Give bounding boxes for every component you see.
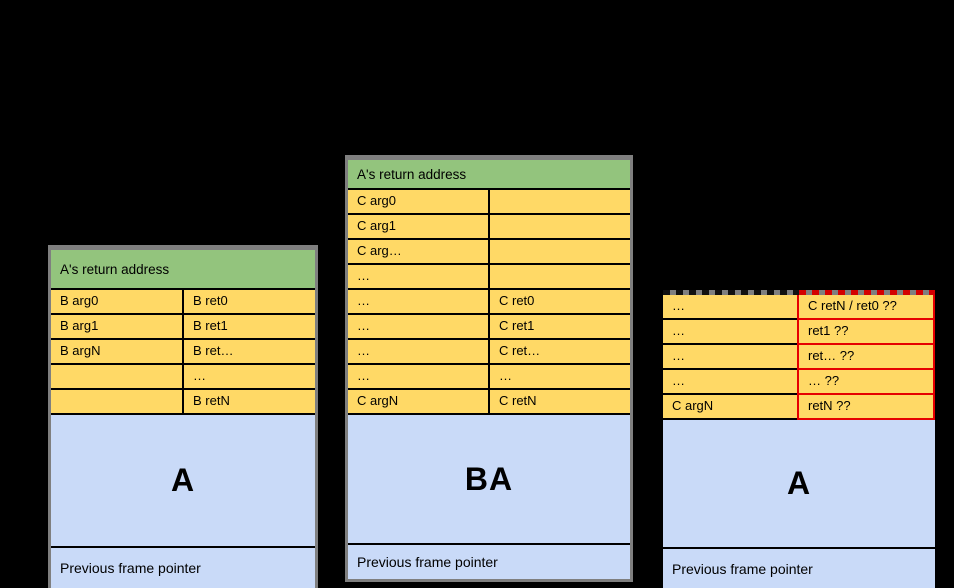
previous-frame-pointer-cell: Previous frame pointer xyxy=(348,545,630,579)
stack-table-c: A's return address C arg0 C arg1 C arg… … xyxy=(345,155,633,582)
arg-cell: … xyxy=(348,365,488,390)
torn-edge-left-dashes xyxy=(663,290,799,295)
arg-cell: … xyxy=(348,290,488,315)
arg-cell: C arg0 xyxy=(348,190,488,215)
empty-cell xyxy=(51,390,182,415)
ret-cell: C ret0 xyxy=(488,290,630,315)
table-row: B arg1 B ret1 xyxy=(51,315,315,340)
arg-cell: … xyxy=(348,340,488,365)
arg-cell: C argN xyxy=(348,390,488,415)
ret-cell: C retN xyxy=(488,390,630,415)
arg-cell: … xyxy=(348,315,488,340)
table-row: … ret1 ?? xyxy=(663,320,935,345)
frame-body: A xyxy=(663,420,935,549)
arg-cell: B argN xyxy=(51,340,182,365)
frame-label: A xyxy=(786,465,812,501)
arg-cell: … xyxy=(663,320,797,345)
ret-cell: C ret1 xyxy=(488,315,630,340)
table-row: … C retN / ret0 ?? xyxy=(663,295,935,320)
table-row: … C ret… xyxy=(348,340,630,365)
ret-cell: … xyxy=(182,365,315,390)
ret-cell: B ret0 xyxy=(182,290,315,315)
clobbered-ret-cell: ret1 ?? xyxy=(797,320,935,345)
clobbered-ret-cell: retN ?? xyxy=(797,395,935,420)
empty-cell xyxy=(488,265,630,290)
empty-cell xyxy=(488,190,630,215)
ret-cell: B ret… xyxy=(182,340,315,365)
table-row: … C ret0 xyxy=(348,290,630,315)
ret-cell: C ret… xyxy=(488,340,630,365)
arg-cell: … xyxy=(663,345,797,370)
table-row: … ret… ?? xyxy=(663,345,935,370)
stack-table-clobbered: … C retN / ret0 ?? … ret1 ?? … ret… ?? …… xyxy=(663,290,935,588)
arg-cell: B arg0 xyxy=(51,290,182,315)
frame-label: BA xyxy=(464,460,514,497)
empty-cell xyxy=(51,365,182,390)
table-row: … C ret1 xyxy=(348,315,630,340)
table-row: C arg0 xyxy=(348,190,630,215)
ret-cell: … xyxy=(488,365,630,390)
empty-cell xyxy=(488,240,630,265)
table-row: B retN xyxy=(51,390,315,415)
table-row: … xyxy=(348,265,630,290)
table-row: … … xyxy=(348,365,630,390)
clobbered-ret-cell: C retN / ret0 ?? xyxy=(797,295,935,320)
frame-body: BA xyxy=(348,415,630,545)
frame-label: A xyxy=(170,462,196,498)
stack-table-b: A's return address B arg0 B ret0 B arg1 … xyxy=(48,245,318,588)
arg-cell: … xyxy=(663,295,797,320)
table-row: … … ?? xyxy=(663,370,935,395)
arg-cell: B arg1 xyxy=(51,315,182,340)
return-address-cell: A's return address xyxy=(348,160,630,190)
torn-edge xyxy=(663,290,935,295)
frame-body: A xyxy=(51,415,315,548)
arg-cell: … xyxy=(663,370,797,395)
ret-cell: B retN xyxy=(182,390,315,415)
table-row: C arg… xyxy=(348,240,630,265)
table-row: … xyxy=(51,365,315,390)
arg-cell: C arg… xyxy=(348,240,488,265)
previous-frame-pointer-cell: Previous frame pointer xyxy=(663,549,935,588)
arg-cell: C arg1 xyxy=(348,215,488,240)
table-row: C arg1 xyxy=(348,215,630,240)
clobbered-ret-cell: … ?? xyxy=(797,370,935,395)
table-row: B argN B ret… xyxy=(51,340,315,365)
arg-cell: C argN xyxy=(663,395,797,420)
ret-cell: B ret1 xyxy=(182,315,315,340)
table-row: B arg0 B ret0 xyxy=(51,290,315,315)
previous-frame-pointer-cell: Previous frame pointer xyxy=(51,548,315,588)
return-address-cell: A's return address xyxy=(51,250,315,290)
table-row: C argN retN ?? xyxy=(663,395,935,420)
torn-edge-red-dashes xyxy=(799,290,935,295)
table-row: C argN C retN xyxy=(348,390,630,415)
arg-cell: … xyxy=(348,265,488,290)
empty-cell xyxy=(488,215,630,240)
clobbered-ret-cell: ret… ?? xyxy=(797,345,935,370)
